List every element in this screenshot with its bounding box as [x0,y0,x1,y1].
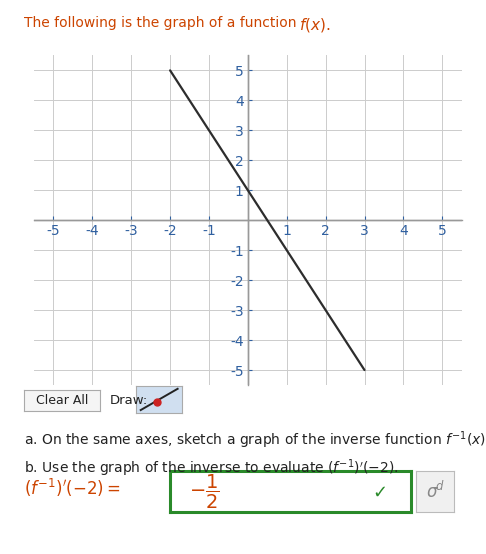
Text: $\sigma^{\!d}$: $\sigma^{\!d}$ [426,481,444,502]
Text: $(f^{-1})'(-2) = $: $(f^{-1})'(-2) = $ [24,476,121,499]
Text: a. On the same axes, sketch a graph of the inverse function $f^{-1}(x)$.: a. On the same axes, sketch a graph of t… [24,429,486,451]
Text: Clear All: Clear All [36,394,88,407]
Text: $f(x)$.: $f(x)$. [299,16,330,33]
Text: Draw:: Draw: [109,394,148,407]
Text: $-\dfrac{1}{2}$: $-\dfrac{1}{2}$ [190,473,220,511]
Text: $\checkmark$: $\checkmark$ [372,483,386,501]
Text: The following is the graph of a function: The following is the graph of a function [24,16,301,29]
Text: b. Use the graph of the inverse to evaluate $(f^{-1})'(-2)$.: b. Use the graph of the inverse to evalu… [24,457,399,479]
